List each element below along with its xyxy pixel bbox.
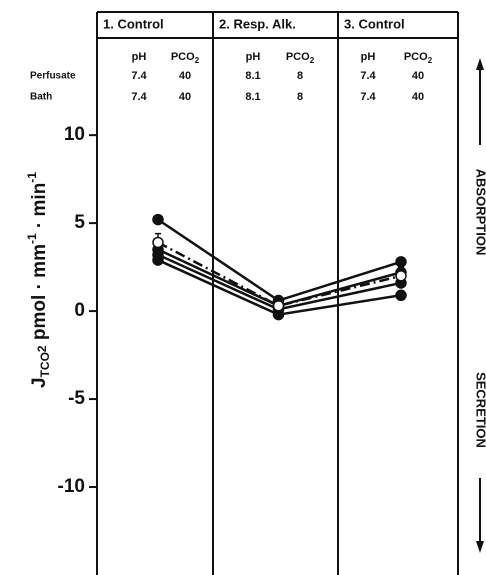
y-tick-label: 0	[74, 300, 85, 321]
header-value: 8.1	[245, 91, 260, 103]
label-text: pH	[246, 51, 261, 63]
data-point	[395, 270, 407, 282]
arrowhead	[476, 58, 484, 70]
column-subheader: PCO2	[286, 51, 315, 65]
label-text: pH	[361, 51, 376, 63]
label-subscript: 2	[195, 56, 200, 65]
y-label-part: -1	[25, 233, 39, 244]
header-value: 40	[412, 91, 424, 103]
label-text: PCO	[286, 51, 310, 63]
label-subscript: 2	[310, 56, 315, 65]
row-label: Perfusate	[30, 71, 76, 82]
arrowhead	[476, 541, 484, 553]
data-point	[395, 256, 407, 268]
y-tick-label: 10	[64, 124, 85, 145]
column-subheader: pH	[132, 51, 147, 63]
label-text: PCO	[171, 51, 195, 63]
y-label-part: 2	[35, 345, 49, 352]
y-tick-label: 5	[74, 212, 85, 233]
data-point	[272, 300, 285, 312]
header-value: 7.4	[360, 91, 376, 103]
row-label: Bath	[30, 92, 52, 103]
y-label-part: -1	[25, 172, 39, 183]
label-text: pH	[132, 51, 147, 63]
series-line	[157, 218, 402, 302]
column-subheader: PCO2	[171, 51, 200, 65]
column-title: 2. Resp. Alk.	[219, 16, 296, 31]
label-text: PCO	[404, 51, 428, 63]
header-value: 40	[412, 70, 424, 82]
label-subscript: 2	[428, 56, 433, 65]
data-point	[152, 213, 164, 226]
header-value: 8.1	[245, 70, 260, 82]
column-subheader: pH	[246, 51, 261, 63]
data-point	[395, 289, 407, 302]
column-subheader: pH	[361, 51, 376, 63]
y-axis-label: JTCO2 pmol · mm-1 · min-1	[25, 172, 52, 388]
header-value: 7.4	[131, 91, 147, 103]
header-value: 40	[179, 91, 191, 103]
y-label-part: · min	[29, 183, 50, 234]
column-title: 1. Control	[103, 16, 164, 31]
column-title: 3. Control	[344, 16, 405, 31]
y-tick-label: -5	[68, 388, 85, 409]
y-label-part: J	[29, 377, 50, 388]
secretion-label: SECRETION	[474, 372, 486, 448]
y-label-part: TCO	[38, 352, 52, 377]
data-point	[152, 254, 164, 266]
y-tick-label: -10	[58, 476, 85, 497]
header-value: 7.4	[131, 70, 147, 82]
data-point	[152, 236, 164, 249]
header-value: 8	[297, 70, 303, 82]
series-line	[157, 241, 402, 308]
header-value: 7.4	[360, 70, 376, 82]
header-value: 8	[297, 91, 303, 103]
absorption-label: ABSORPTION	[474, 169, 486, 256]
y-label-part: pmol · mm	[29, 244, 50, 345]
header-value: 40	[179, 70, 191, 82]
column-subheader: PCO2	[404, 51, 433, 65]
